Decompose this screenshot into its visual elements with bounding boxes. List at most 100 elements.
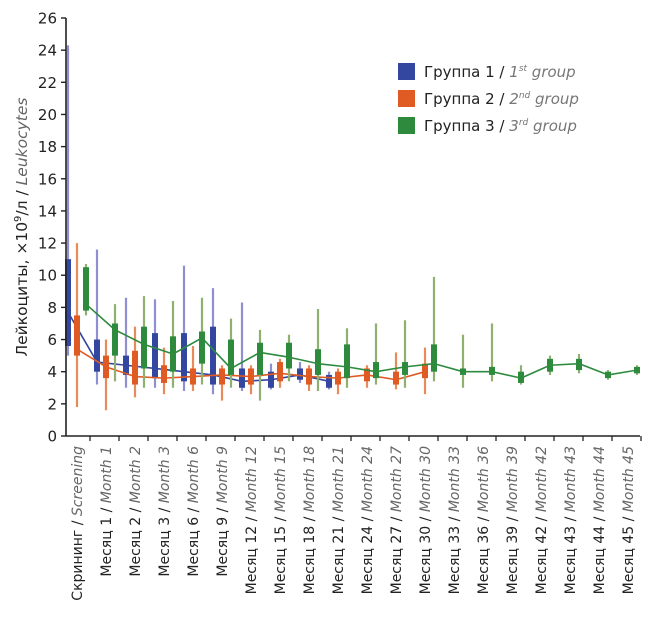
- median-point: [152, 366, 158, 371]
- y-tick-label: 14: [38, 202, 57, 220]
- median-point: [248, 374, 254, 379]
- x-tick-label: Месяц 21 / Month 21: [331, 446, 347, 594]
- x-tick-label: Месяц 36 / Month 36: [476, 446, 492, 594]
- x-tick-label-ru: Месяц 12 /: [244, 512, 260, 594]
- median-point: [326, 379, 332, 384]
- median-point: [605, 372, 611, 378]
- legend-label: Группа 2 / 2nd group: [424, 90, 579, 108]
- x-tick-label-en: Month 9: [215, 446, 231, 503]
- median-point: [344, 364, 350, 370]
- box: [228, 339, 234, 375]
- box: [141, 326, 147, 369]
- median-point: [83, 301, 89, 307]
- y-tick-label: 6: [47, 331, 57, 349]
- x-tick-label: Скрининг / Screening: [70, 446, 86, 601]
- x-tick-label: Месяц 33 / Month 33: [447, 446, 463, 594]
- box: [132, 350, 138, 385]
- x-tick-label-ru: Месяц 18 /: [302, 512, 318, 594]
- y-tick-label: 10: [38, 267, 57, 285]
- legend-label-sup: st: [519, 64, 528, 74]
- x-tick-label-ru: Скрининг /: [70, 516, 86, 601]
- series-group: [83, 263, 640, 401]
- plot-area: [65, 45, 640, 411]
- legend-label-ru: Группа 1 /: [424, 63, 509, 81]
- y-tick-label: 12: [38, 235, 57, 253]
- x-tick-label: Месяц 15 / Month 15: [273, 446, 289, 594]
- median-point: [489, 369, 495, 374]
- x-tick-label-en: Screening: [70, 446, 86, 516]
- x-tick-label-en: Month 45: [621, 446, 637, 512]
- x-tick-label-ru: Месяц 1 /: [99, 503, 115, 576]
- x-tick-label: Месяц 1 / Month 1: [99, 446, 115, 577]
- x-tick-label-ru: Месяц 45 /: [621, 512, 637, 594]
- x-tick-label: Месяц 12 / Month 12: [244, 446, 260, 594]
- x-tick-label: Месяц 43 / Month 43: [563, 446, 579, 594]
- y-axis-title-sup: 9: [13, 216, 24, 222]
- x-tick-label-en: Month 21: [331, 446, 347, 512]
- box: [74, 315, 80, 356]
- legend-label-ru: Группа 3 /: [424, 117, 509, 135]
- median-point: [228, 366, 234, 371]
- x-tick-label-ru: Месяц 2 /: [128, 503, 144, 576]
- median-point: [518, 375, 524, 381]
- y-axis-title-main: Лейкоциты, ×10: [13, 222, 31, 357]
- y-tick-label: 26: [38, 10, 57, 28]
- median-point: [277, 371, 283, 376]
- y-tick-label: 18: [38, 138, 57, 156]
- box: [161, 365, 167, 383]
- x-tick-label: Месяц 39 / Month 39: [505, 446, 521, 594]
- y-tick-label: 2: [47, 395, 57, 413]
- x-tick-label: Месяц 24 / Month 24: [360, 446, 376, 594]
- legend-swatch: [398, 117, 415, 134]
- y-tick-label: 4: [47, 363, 57, 381]
- x-tick-label: Месяц 42 / Month 42: [534, 446, 550, 594]
- x-tick-label-ru: Месяц 27 /: [389, 512, 405, 594]
- legend-label-num: 3: [509, 117, 519, 135]
- x-tick-label-en: Month 6: [186, 446, 202, 503]
- median-point: [132, 374, 138, 379]
- legend-label-num: 2: [509, 90, 519, 108]
- y-axis-title-en: Leukocytes: [13, 97, 31, 185]
- box: [239, 368, 245, 388]
- median-point: [364, 372, 370, 378]
- box: [112, 323, 118, 356]
- x-tick-label-en: Month 24: [360, 446, 376, 512]
- x-tick-label: Месяц 18 / Month 18: [302, 446, 318, 594]
- x-tick-label-en: Month 42: [534, 446, 550, 512]
- y-tick-label: 0: [47, 428, 57, 446]
- median-point: [422, 369, 428, 374]
- legend-label-num: 1: [509, 63, 519, 81]
- x-tick-label: Месяц 9 / Month 9: [215, 446, 231, 577]
- median-point: [123, 363, 129, 368]
- median-point: [335, 375, 341, 381]
- x-tick-label-ru: Месяц 6 /: [186, 503, 202, 576]
- x-tick-label-ru: Месяц 3 /: [157, 503, 173, 576]
- median-line: [67, 311, 330, 383]
- median-point: [161, 375, 167, 381]
- median-point: [460, 369, 466, 374]
- median-point: [268, 377, 274, 382]
- x-tick-label: Месяц 6 / Month 6: [186, 446, 202, 577]
- legend-label: Группа 1 / 1st group: [424, 63, 576, 81]
- x-tick-label-en: Month 15: [273, 446, 289, 512]
- x-tick-label-ru: Месяц 30 /: [418, 512, 434, 594]
- box: [65, 259, 71, 346]
- x-tick-label-en: Month 44: [592, 446, 608, 512]
- box: [344, 344, 350, 379]
- median-point: [170, 351, 176, 357]
- median-point: [65, 310, 71, 315]
- median-point: [181, 369, 187, 374]
- box: [431, 344, 437, 372]
- y-tick-label: 8: [47, 299, 57, 317]
- median-point: [431, 361, 437, 366]
- y-tick-label: 22: [38, 74, 57, 92]
- x-tick-label: Месяц 3 / Month 3: [157, 446, 173, 577]
- legend-label-en: group: [528, 117, 577, 135]
- box: [152, 333, 158, 379]
- median-point: [373, 369, 379, 374]
- x-tick-label-en: Month 39: [505, 446, 521, 512]
- legend-label-sup: nd: [519, 91, 531, 101]
- median-point: [315, 361, 321, 366]
- y-tick-label: 24: [38, 42, 57, 60]
